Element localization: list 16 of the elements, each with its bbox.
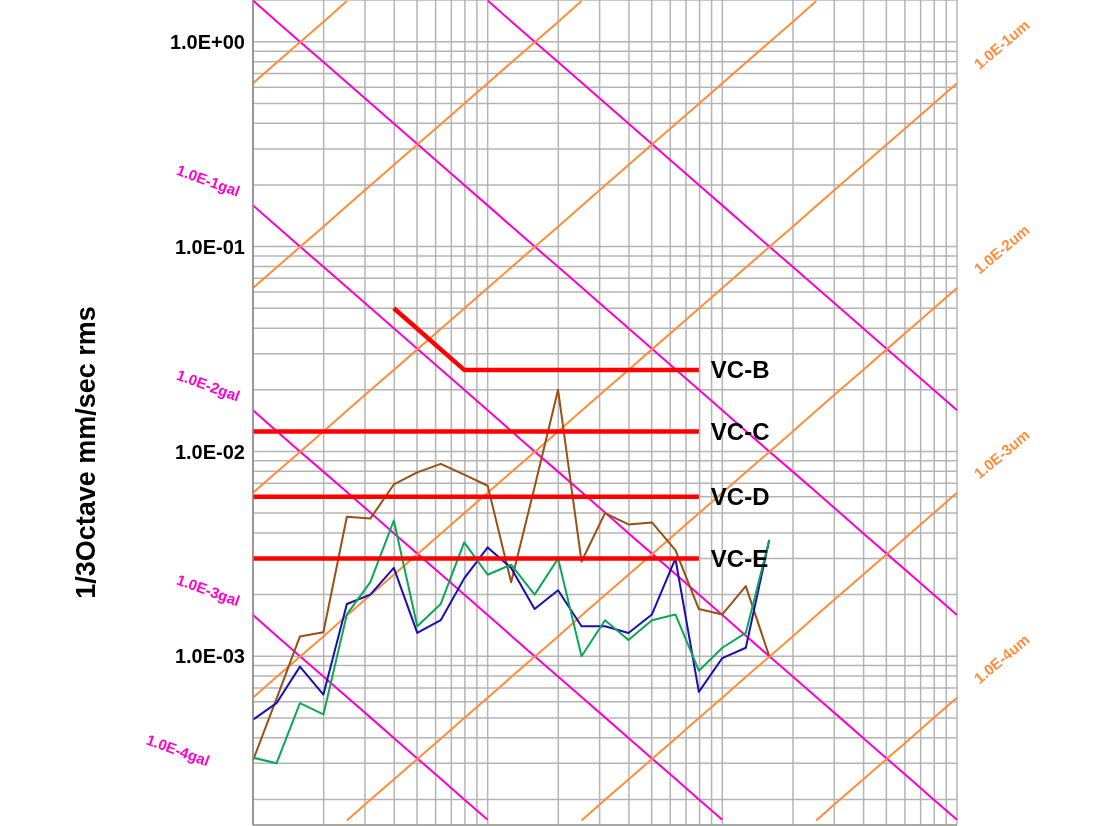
line-series (252, 0, 583, 289)
y-tick-label: 1.0E+00 (169, 30, 245, 53)
series-label: VC-B (710, 356, 770, 384)
line-series (252, 0, 348, 85)
line-series (252, 82, 958, 699)
line-series (252, 614, 489, 821)
line-series (391, 306, 702, 373)
line-series (486, 0, 958, 412)
line-series (252, 204, 958, 821)
y-axis-title: 1/3Octave mm/sec rms (71, 306, 101, 599)
line-series (345, 287, 958, 822)
y-tick-label: 1.0E-03 (174, 645, 245, 668)
line-series (252, 519, 771, 765)
y-tick-label: 1.0E-02 (174, 440, 245, 463)
line-series (815, 696, 958, 822)
y-tick-label: 1.0E-01 (174, 235, 245, 258)
